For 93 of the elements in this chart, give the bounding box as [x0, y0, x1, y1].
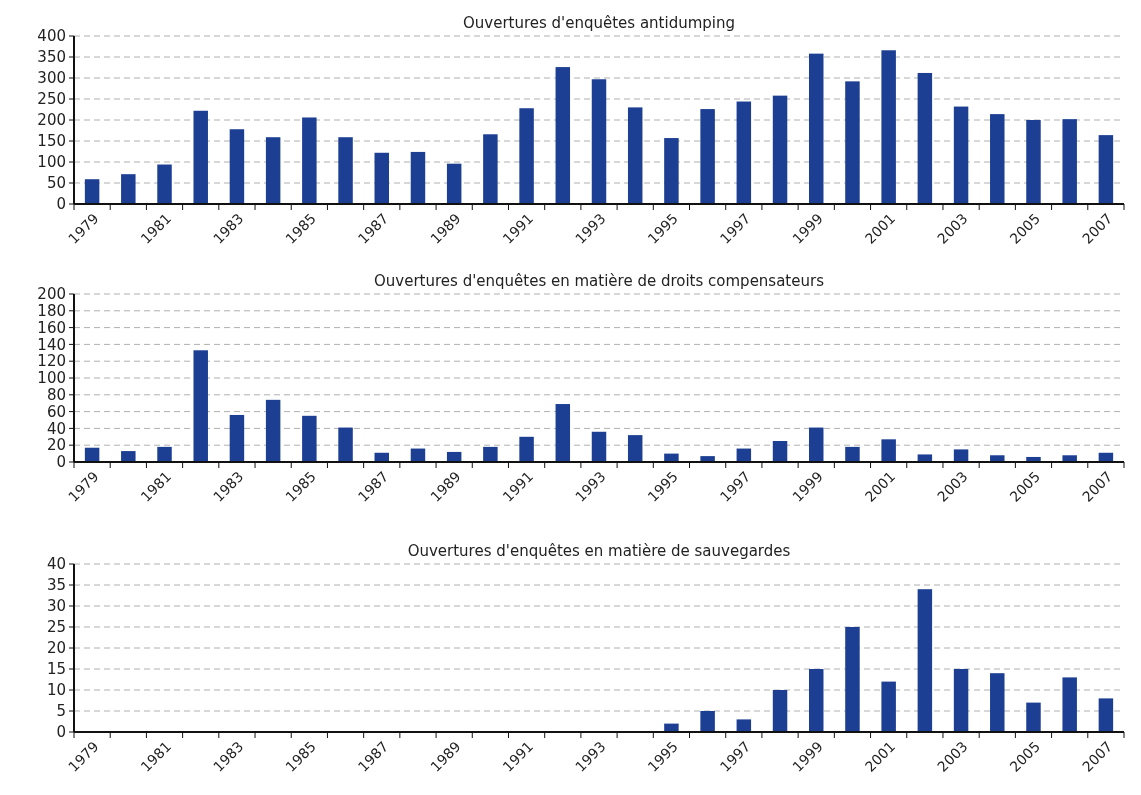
- y-tick-label: 200: [37, 285, 66, 304]
- bar: [1098, 135, 1114, 204]
- y-tick-label: 350: [37, 48, 66, 67]
- y-tick-label: 60: [46, 402, 66, 421]
- bar: [265, 137, 281, 204]
- bar: [627, 435, 643, 462]
- bar: [809, 427, 824, 462]
- bar: [229, 414, 245, 462]
- bar: [591, 431, 607, 462]
- bar: [845, 81, 860, 204]
- bar: [121, 174, 136, 204]
- bar: [483, 446, 498, 462]
- y-tick-label: 250: [37, 90, 66, 109]
- bar: [700, 109, 715, 204]
- bar: [881, 681, 896, 732]
- y-tick-label: 20: [46, 639, 66, 658]
- bar: [736, 719, 752, 732]
- bar: [881, 439, 896, 462]
- bar: [84, 179, 100, 204]
- bar: [265, 399, 281, 462]
- bar: [917, 72, 933, 204]
- bar: [809, 669, 824, 732]
- bar: [664, 138, 679, 204]
- bar: [953, 106, 969, 204]
- y-tick-label: 80: [46, 386, 66, 405]
- y-tick-label: 0: [56, 453, 66, 472]
- bar: [555, 404, 571, 462]
- bar: [338, 137, 353, 204]
- bar: [1062, 455, 1077, 462]
- bar: [410, 151, 426, 204]
- y-tick-label: 0: [56, 723, 66, 742]
- y-tick-label: 15: [46, 660, 66, 679]
- bar: [302, 117, 317, 204]
- bar: [338, 427, 353, 462]
- chart-title: Ouvertures d'enquêtes en matière de droits compensateurs: [374, 272, 825, 290]
- bar: [483, 134, 498, 204]
- bar: [809, 53, 824, 204]
- bar: [736, 101, 752, 204]
- bar: [917, 454, 933, 462]
- bar: [519, 108, 534, 204]
- bar: [1026, 120, 1041, 204]
- y-tick-label: 10: [46, 681, 66, 700]
- bar: [519, 436, 534, 462]
- y-tick-label: 140: [37, 335, 66, 354]
- y-tick-label: 30: [46, 597, 66, 616]
- bar: [881, 50, 896, 204]
- bar: [700, 711, 715, 732]
- bar: [772, 95, 788, 204]
- bar: [953, 669, 969, 732]
- y-tick-label: 5: [56, 702, 66, 721]
- bar: [1098, 698, 1114, 732]
- bar: [772, 690, 788, 732]
- y-tick-label: 20: [46, 436, 66, 455]
- bar: [990, 673, 1005, 732]
- y-tick-label: 35: [46, 576, 66, 595]
- bar: [990, 114, 1005, 204]
- y-tick-label: 40: [46, 555, 66, 574]
- y-tick-label: 25: [46, 618, 66, 637]
- bar: [953, 449, 969, 462]
- bar: [193, 350, 208, 462]
- bar: [157, 446, 172, 462]
- bar: [446, 163, 462, 204]
- bar: [229, 129, 245, 204]
- bar: [157, 164, 172, 204]
- y-tick-label: 40: [46, 419, 66, 438]
- bar: [772, 441, 788, 462]
- bar: [990, 455, 1005, 462]
- bar: [845, 627, 860, 732]
- y-tick-label: 300: [37, 69, 66, 88]
- y-tick-label: 200: [37, 111, 66, 130]
- bar: [374, 152, 389, 204]
- y-tick-label: 100: [37, 369, 66, 388]
- chart-title: Ouvertures d'enquêtes antidumping: [462, 14, 736, 32]
- bar: [302, 415, 317, 462]
- y-tick-label: 160: [37, 318, 66, 337]
- y-tick-label: 100: [37, 153, 66, 172]
- bar: [555, 67, 571, 204]
- bar: [591, 79, 607, 204]
- bar: [1026, 702, 1041, 732]
- bar: [627, 107, 643, 204]
- bar: [1062, 119, 1077, 204]
- bar: [121, 451, 136, 462]
- bar: [845, 446, 860, 462]
- y-tick-label: 180: [37, 302, 66, 321]
- y-tick-label: 150: [37, 132, 66, 151]
- bar: [1062, 677, 1077, 732]
- y-tick-label: 400: [37, 27, 66, 46]
- y-tick-label: 0: [56, 195, 66, 214]
- bar: [917, 589, 933, 732]
- chart-title: Ouvertures d'enquêtes en matière de sauvegardes: [407, 542, 791, 560]
- y-tick-label: 120: [37, 352, 66, 371]
- y-tick-label: 50: [46, 174, 66, 193]
- bar: [193, 110, 208, 204]
